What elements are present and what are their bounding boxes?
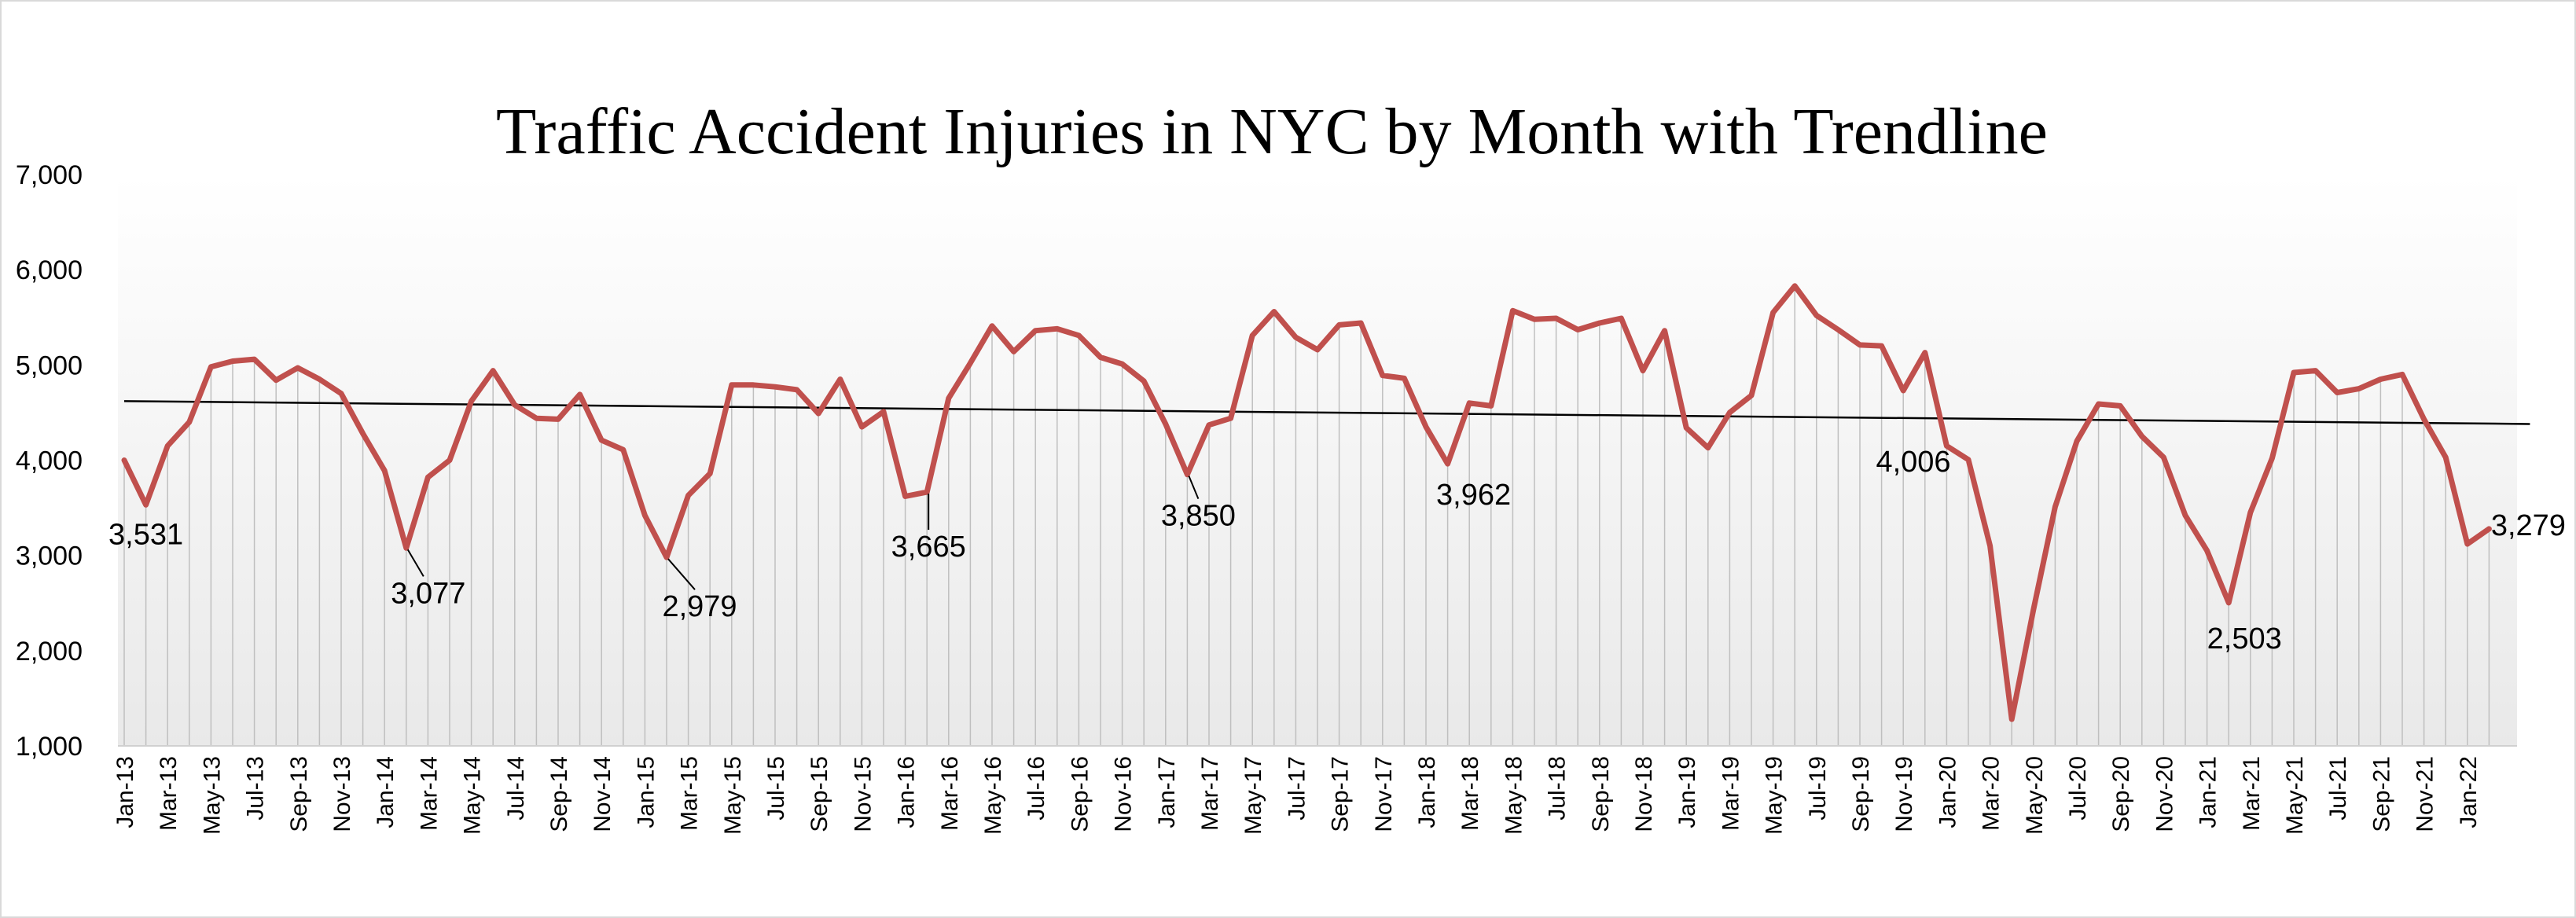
x-tick-label: Nov-20: [2152, 756, 2177, 832]
x-tick-label: Sep-15: [807, 756, 832, 832]
data-label: 2,979: [662, 590, 737, 623]
data-label: 3,665: [891, 531, 966, 564]
x-tick-label: Mar-15: [677, 756, 703, 831]
x-tick-label: Sep-20: [2108, 756, 2134, 832]
x-tick-label: Mar-17: [1197, 756, 1223, 831]
x-tick-label: Jul-21: [2325, 756, 2351, 821]
x-tick-label: Nov-15: [850, 756, 876, 832]
x-tick-label: Mar-20: [1979, 756, 2005, 831]
x-tick-label: Nov-16: [1111, 756, 1137, 832]
x-tick-label: May-15: [720, 756, 746, 835]
x-tick-label: Mar-14: [416, 756, 442, 831]
x-tick-label: Jan-15: [633, 756, 659, 828]
data-label-leader: [406, 549, 424, 577]
x-tick-label: Mar-19: [1718, 756, 1744, 831]
x-tick-label: Sep-19: [1848, 756, 1874, 832]
x-tick-label: Jul-16: [1023, 756, 1049, 821]
x-tick-label: Sep-18: [1588, 756, 1614, 832]
data-label-leader: [667, 558, 696, 590]
data-label-leader: [1188, 476, 1200, 500]
drop-lines: [123, 285, 2490, 746]
y-tick-label: 5,000: [16, 351, 83, 380]
x-tick-label: Jul-18: [1545, 756, 1571, 821]
x-tick-label: Jul-20: [2065, 756, 2091, 821]
data-labels: 3,531 3,077 2,979 3,665 3,850 3,962 4,006 2,503…: [108, 446, 2566, 655]
x-tick-label: Jan-16: [894, 756, 920, 828]
x-tick-label: May-18: [1501, 756, 1527, 835]
x-tick-label: Jan-14: [373, 756, 399, 828]
x-tick-label: Jul-14: [503, 756, 529, 821]
x-tick-label: Mar-16: [937, 756, 963, 831]
data-label: 4,006: [1876, 446, 1950, 479]
data-label: 3,279: [2491, 509, 2566, 542]
x-tick-label: Nov-13: [329, 756, 355, 832]
x-tick-label: Sep-13: [286, 756, 312, 832]
y-tick-label: 6,000: [16, 255, 83, 285]
chart-title: Traffic Accident Injuries in NYC by Mont…: [496, 95, 2048, 168]
data-label: 3,531: [108, 518, 183, 551]
y-tick-label: 4,000: [16, 446, 83, 476]
y-tick-label: 3,000: [16, 542, 83, 571]
x-tick-label: Nov-19: [1891, 756, 1917, 832]
x-tick-label: May-20: [2022, 756, 2048, 835]
x-tick-label: Jan-17: [1154, 756, 1180, 828]
x-tick-label: May-14: [460, 756, 486, 835]
x-tick-label: Nov-18: [1631, 756, 1657, 832]
series-line: [121, 283, 2492, 722]
x-tick-label: Sep-21: [2368, 756, 2394, 832]
x-tick-label: Jan-19: [1674, 756, 1700, 828]
data-label: 3,850: [1161, 500, 1236, 533]
x-tick-label: Mar-13: [156, 756, 182, 831]
x-tick-label: May-16: [980, 756, 1006, 835]
x-tick-label: Jul-15: [763, 756, 789, 821]
x-tick-label: Sep-14: [546, 756, 572, 832]
x-tick-label: May-13: [199, 756, 225, 835]
x-tick-label: Jul-19: [1805, 756, 1831, 821]
x-tick-label: Nov-21: [2412, 756, 2438, 832]
x-tick-label: Nov-14: [590, 756, 616, 832]
x-tick-label: May-17: [1240, 756, 1266, 835]
x-tick-label: Sep-17: [1328, 756, 1354, 832]
x-tick-label: May-19: [1762, 756, 1788, 835]
x-tick-label: Jan-22: [2456, 756, 2482, 828]
data-label: 3,077: [391, 577, 465, 610]
x-tick-label: May-21: [2282, 756, 2308, 835]
x-tick-label: Jul-17: [1284, 756, 1310, 821]
x-tick-label: Jan-18: [1414, 756, 1440, 828]
x-tick-label: Jan-13: [112, 756, 138, 828]
y-axis: 1,000 2,000 3,000 4,000 5,000 6,000 7,000: [16, 160, 83, 762]
x-axis: Jan-13 Mar-13 May-13 Jul-13 Sep-13 Nov-13 Jan-…: [112, 756, 2482, 835]
data-label: 3,962: [1436, 479, 1511, 512]
x-tick-label: Nov-17: [1371, 756, 1397, 832]
x-tick-label: Mar-21: [2239, 756, 2265, 831]
y-tick-label: 7,000: [16, 160, 83, 190]
x-tick-label: Mar-18: [1457, 756, 1483, 831]
x-tick-label: Jul-13: [243, 756, 269, 821]
x-tick-label: Jan-20: [1935, 756, 1960, 828]
y-tick-label: 1,000: [16, 732, 83, 762]
x-tick-label: Jan-21: [2196, 756, 2221, 828]
data-label: 2,503: [2207, 622, 2282, 655]
y-tick-label: 2,000: [16, 637, 83, 666]
x-tick-label: Sep-16: [1067, 756, 1093, 832]
